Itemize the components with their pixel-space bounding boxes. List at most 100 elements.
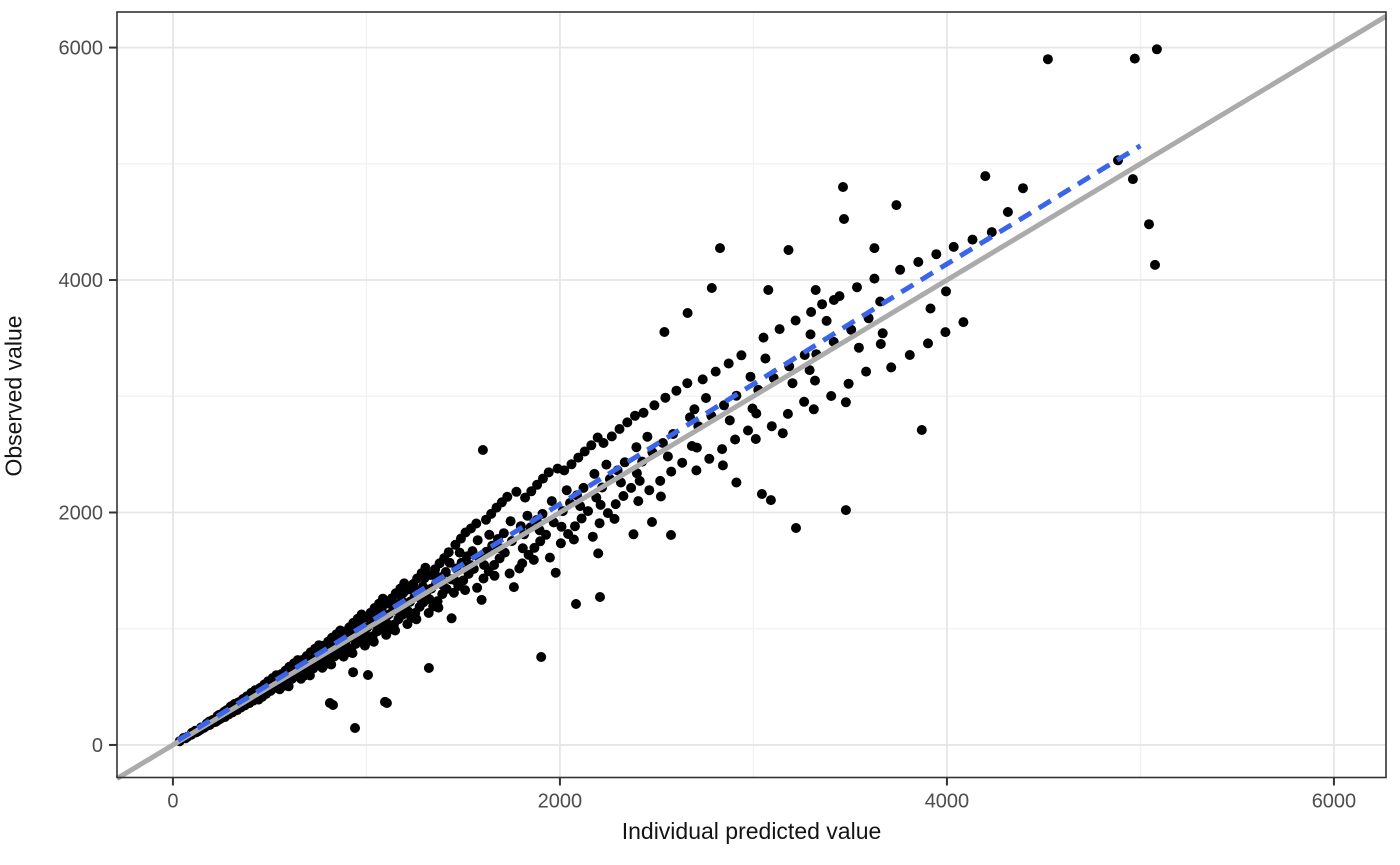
data-point <box>522 510 533 521</box>
data-point <box>283 681 294 692</box>
data-point <box>763 285 774 295</box>
data-point <box>1151 44 1162 55</box>
data-point <box>682 378 693 389</box>
data-point <box>601 459 612 470</box>
data-point <box>647 517 657 527</box>
data-point <box>443 547 454 558</box>
data-point <box>602 508 613 519</box>
data-point <box>766 421 777 432</box>
data-point <box>660 392 671 403</box>
data-point <box>724 415 735 426</box>
data-point <box>715 243 725 254</box>
data-point <box>790 315 801 326</box>
data-point <box>626 482 637 493</box>
data-point <box>363 670 373 680</box>
data-point <box>948 241 959 252</box>
identity-line <box>115 14 1388 781</box>
data-point <box>877 328 888 339</box>
data-point <box>304 670 315 681</box>
data-point <box>655 491 666 502</box>
data-point <box>691 465 702 476</box>
data-point <box>505 516 516 527</box>
data-point <box>840 397 851 408</box>
data-point <box>458 575 469 586</box>
data-point <box>723 358 734 369</box>
data-point <box>348 667 359 678</box>
data-point <box>731 477 742 488</box>
data-point <box>529 542 540 553</box>
data-point <box>471 518 482 529</box>
data-point <box>543 467 554 478</box>
data-point <box>805 329 816 340</box>
data-point <box>528 554 539 565</box>
data-point <box>649 400 660 411</box>
data-point <box>701 393 711 403</box>
data-point <box>923 338 933 349</box>
data-point <box>586 440 597 451</box>
data-point <box>517 558 528 569</box>
data-point <box>904 350 915 360</box>
data-point <box>806 307 817 317</box>
data-point <box>587 531 598 542</box>
data-point <box>634 475 645 486</box>
data-point <box>324 698 335 708</box>
data-point <box>484 529 495 540</box>
data-point <box>614 424 625 434</box>
data-point <box>804 365 815 376</box>
data-point <box>403 606 413 617</box>
data-point <box>691 442 702 453</box>
data-point <box>472 582 483 593</box>
data-point <box>666 466 677 477</box>
data-point <box>895 264 906 275</box>
data-point <box>677 457 688 468</box>
data-point <box>840 505 851 516</box>
data-point <box>751 408 762 419</box>
data-point <box>787 378 798 389</box>
data-point <box>706 283 717 293</box>
data-point <box>1127 174 1138 185</box>
data-point <box>765 495 776 506</box>
data-point <box>407 583 418 594</box>
data-point <box>760 353 771 364</box>
data-point <box>390 625 401 636</box>
data-point <box>343 625 354 636</box>
data-point <box>411 614 422 625</box>
data-point <box>502 491 513 502</box>
data-point <box>743 425 753 436</box>
data-point <box>783 245 794 255</box>
data-point <box>967 234 978 245</box>
data-point <box>570 521 580 532</box>
data-point <box>368 636 379 647</box>
data-point <box>810 375 820 386</box>
data-point <box>618 491 629 501</box>
data-point <box>326 659 337 670</box>
data-point <box>508 582 519 593</box>
data-point <box>638 407 649 418</box>
data-point <box>622 417 633 428</box>
data-point <box>559 465 570 476</box>
data-point <box>717 460 728 471</box>
data-point <box>791 523 801 533</box>
data-point <box>913 257 924 267</box>
data-point <box>633 496 644 507</box>
data-point <box>479 560 490 570</box>
data-point <box>1002 207 1013 217</box>
data-point <box>852 282 862 293</box>
data-point <box>594 518 605 529</box>
data-point <box>631 468 642 479</box>
data-point <box>869 243 880 254</box>
data-point <box>578 482 589 493</box>
data-point <box>808 404 819 415</box>
data-point <box>467 546 478 557</box>
data-point <box>546 496 557 507</box>
data-point <box>433 602 444 613</box>
data-point <box>595 499 606 510</box>
data-point <box>1129 53 1140 64</box>
data-point <box>511 486 522 497</box>
data-point <box>630 410 640 421</box>
data-point <box>489 570 500 581</box>
data-point <box>916 425 927 435</box>
y-axis-tick-label: 0 <box>92 735 103 757</box>
data-point <box>671 385 682 396</box>
